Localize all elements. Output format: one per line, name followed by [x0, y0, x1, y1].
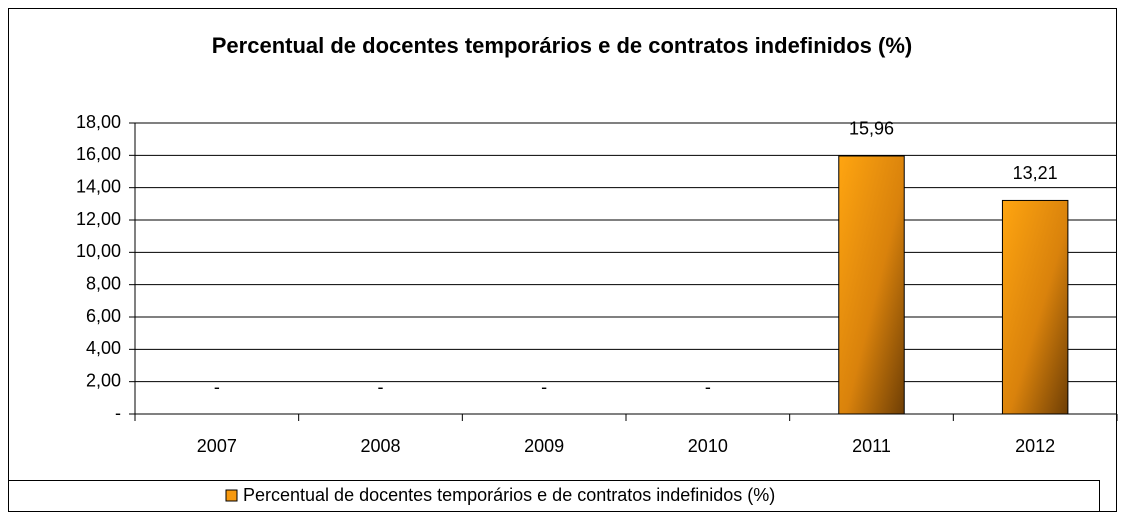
y-tick-label: 12,00	[76, 209, 121, 229]
x-tick-label: 2008	[360, 436, 400, 456]
value-label: 15,96	[849, 119, 894, 139]
y-tick-label: 6,00	[86, 306, 121, 326]
y-tick-label: 16,00	[76, 144, 121, 164]
x-tick-label: 2011	[852, 436, 891, 456]
legend-box	[8, 480, 1100, 512]
chart-frame	[8, 8, 1117, 512]
y-tick-label: 4,00	[86, 338, 121, 358]
value-label: -	[214, 377, 220, 397]
value-label: -	[705, 377, 711, 397]
x-tick-label: 2010	[688, 436, 728, 456]
x-tick-label: 2009	[524, 436, 564, 456]
bar	[838, 155, 905, 415]
x-tick-label: 2007	[197, 436, 237, 456]
chart-title: Percentual de docentes temporários e de …	[212, 33, 912, 58]
y-tick-label: 14,00	[76, 176, 121, 196]
value-label: -	[541, 377, 547, 397]
y-tick-label: 10,00	[76, 241, 121, 261]
value-label: 13,21	[1013, 163, 1058, 183]
y-tick-label: 2,00	[86, 370, 121, 390]
legend-label: Percentual de docentes temporários e de …	[243, 485, 775, 505]
y-tick-label: -	[115, 403, 121, 423]
x-tick-label: 2012	[1015, 436, 1055, 456]
y-tick-label: 8,00	[86, 273, 121, 293]
y-tick-label: 18,00	[76, 112, 121, 132]
bar	[1001, 199, 1069, 415]
value-label: -	[378, 377, 384, 397]
legend-swatch	[225, 489, 238, 502]
